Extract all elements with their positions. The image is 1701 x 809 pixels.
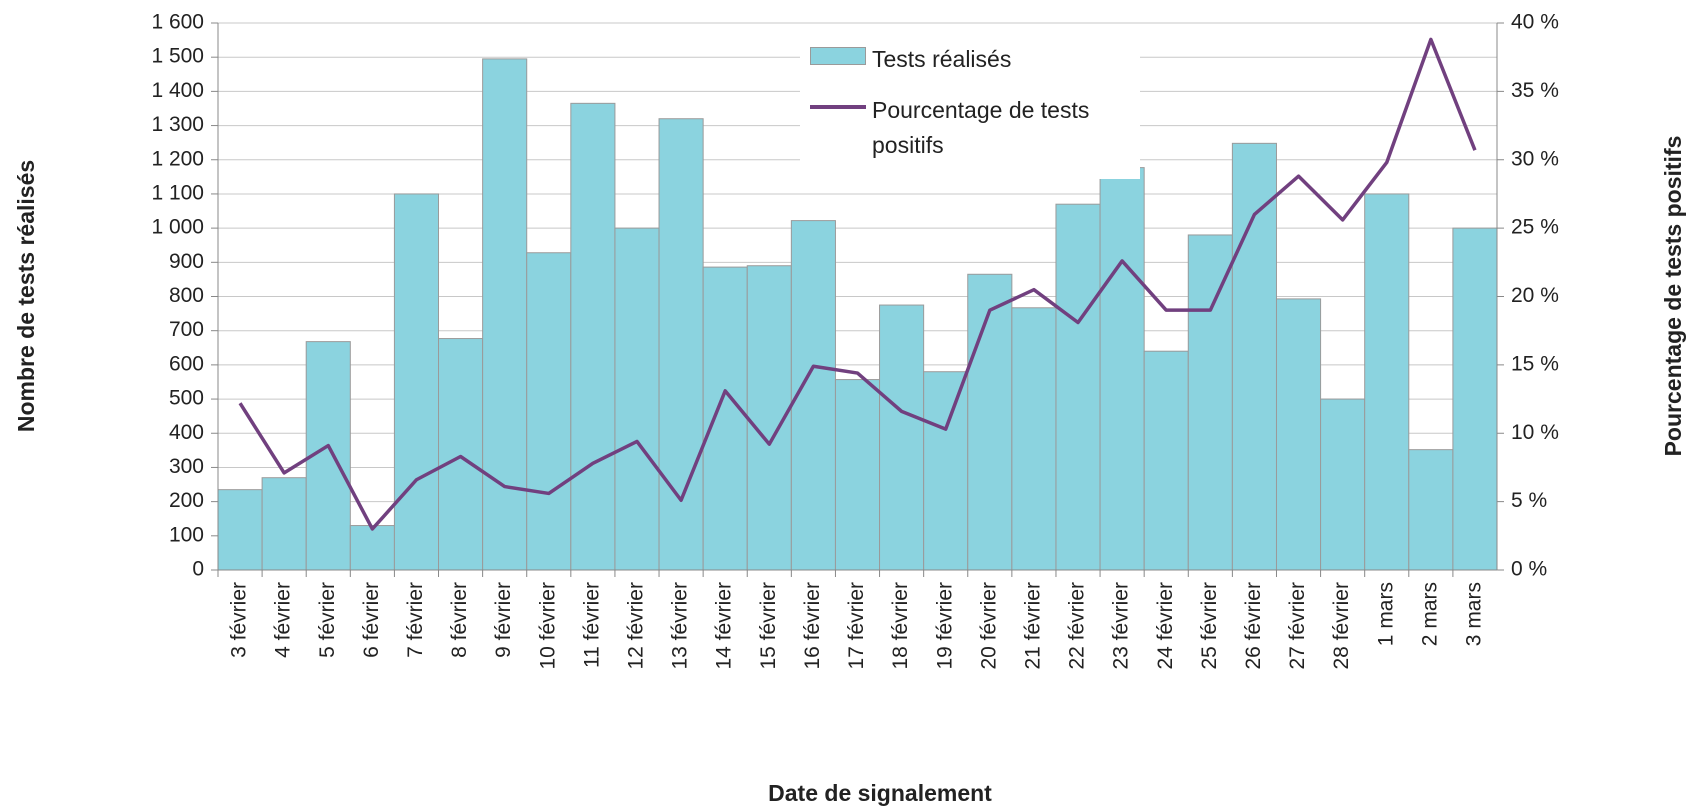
- y2-tick-label: 10 %: [1511, 421, 1559, 444]
- bar: [482, 58, 528, 571]
- bar: [702, 266, 748, 571]
- x-tick-label: 5 février: [316, 582, 339, 658]
- legend-label: Tests réalisés: [872, 46, 1012, 72]
- bar: [834, 379, 881, 571]
- bar: [967, 273, 1013, 571]
- bar: [1364, 193, 1410, 571]
- y-tick-label: 1 200: [151, 147, 204, 170]
- x-tick-label: 16 février: [801, 582, 824, 670]
- y2-axis-title: Pourcentage de tests positifs: [1660, 136, 1686, 457]
- bar: [658, 118, 704, 571]
- x-tick-label: 2 mars: [1418, 582, 1441, 646]
- y-tick-label: 1 500: [151, 45, 204, 68]
- y-tick-label: 300: [169, 455, 204, 478]
- bar: [1452, 227, 1498, 571]
- x-tick-label: 15 février: [757, 582, 780, 670]
- bar: [261, 477, 307, 571]
- bar: [1011, 307, 1057, 571]
- bar: [1187, 234, 1233, 571]
- bar: [1275, 298, 1322, 571]
- x-tick-label: 1 mars: [1374, 582, 1397, 646]
- x-tick-label: 12 février: [625, 582, 648, 670]
- y-tick-label: 1 000: [151, 216, 204, 239]
- x-tick-label: 7 février: [404, 582, 427, 658]
- legend-item: Pourcentage de tests positifs: [810, 93, 1140, 163]
- x-tick-label: 21 février: [1021, 582, 1044, 670]
- bar: [217, 489, 263, 571]
- bar: [1055, 203, 1101, 571]
- bar: [349, 525, 395, 571]
- bar: [393, 193, 440, 571]
- legend-swatch: [810, 105, 866, 109]
- y2-tick-label: 20 %: [1511, 284, 1559, 307]
- y-tick-label: 1 600: [151, 11, 204, 34]
- legend-item: Tests réalisés: [810, 42, 1140, 77]
- x-tick-label: 22 février: [1066, 582, 1089, 670]
- legend: Tests réalisés Pourcentage de tests posit…: [800, 36, 1140, 179]
- x-tick-label: 3 mars: [1462, 582, 1485, 646]
- line: [238, 37, 1477, 531]
- x-tick-label: 17 février: [845, 582, 868, 670]
- x-tick-label: 20 février: [977, 582, 1000, 670]
- x-tick-label: 27 février: [1286, 582, 1309, 670]
- y2-tick-label: 0 %: [1511, 558, 1547, 581]
- x-tick-label: 9 février: [492, 582, 515, 658]
- x-tick-label: 19 février: [933, 582, 956, 670]
- y-tick-label: 500: [169, 387, 204, 410]
- bar: [1320, 398, 1366, 571]
- bar: [879, 304, 925, 571]
- y2-tick-label: 40 %: [1511, 11, 1559, 34]
- y-tick-label: 600: [169, 352, 204, 375]
- x-tick-label: 14 février: [713, 582, 736, 670]
- x-tick-label: 18 février: [889, 582, 912, 670]
- legend-label: Pourcentage de tests positifs: [872, 97, 1090, 158]
- y-tick-label: 900: [169, 250, 204, 273]
- x-tick-label: 4 février: [272, 582, 295, 658]
- y-axis-title: Nombre de tests réalisés: [13, 160, 39, 432]
- x-tick-label: 23 février: [1110, 582, 1133, 670]
- x-tick-label: 6 février: [360, 582, 383, 658]
- y-tick-label: 0: [192, 558, 204, 581]
- bar: [1099, 167, 1145, 571]
- bar: [923, 371, 969, 571]
- y-tick-label: 200: [169, 489, 204, 512]
- y-tick-label: 700: [169, 318, 204, 341]
- bar: [1408, 449, 1454, 571]
- x-tick-label: 28 février: [1330, 582, 1353, 670]
- x-tick-label: 8 février: [448, 582, 471, 658]
- bar: [526, 252, 572, 571]
- x-axis-title: Date de signalement: [768, 780, 992, 806]
- x-tick-label: 25 février: [1198, 582, 1221, 670]
- y-tick-label: 1 100: [151, 181, 204, 204]
- y-tick-label: 1 400: [151, 79, 204, 102]
- y-tick-label: 100: [169, 523, 204, 546]
- y2-tick-label: 25 %: [1511, 216, 1559, 239]
- y2-tick-label: 35 %: [1511, 79, 1559, 102]
- bar: [1231, 142, 1277, 571]
- y-tick-label: 400: [169, 421, 204, 444]
- x-tick-label: 13 février: [669, 582, 692, 670]
- bar: [614, 227, 660, 571]
- y-tick-label: 800: [169, 284, 204, 307]
- y-tick-label: 1 300: [151, 113, 204, 136]
- y2-tick-label: 15 %: [1511, 352, 1559, 375]
- y2-tick-label: 5 %: [1511, 489, 1547, 512]
- bar: [1143, 350, 1189, 571]
- x-tick-label: 26 février: [1242, 582, 1265, 670]
- legend-swatch: [810, 47, 866, 65]
- x-tick-label: 24 février: [1154, 582, 1177, 670]
- bar: [438, 338, 484, 571]
- y2-tick-label: 30 %: [1511, 147, 1559, 170]
- x-tick-label: 11 février: [580, 582, 603, 668]
- x-tick-label: 3 février: [228, 582, 251, 658]
- x-tick-label: 10 février: [536, 582, 559, 670]
- bar: [570, 102, 616, 571]
